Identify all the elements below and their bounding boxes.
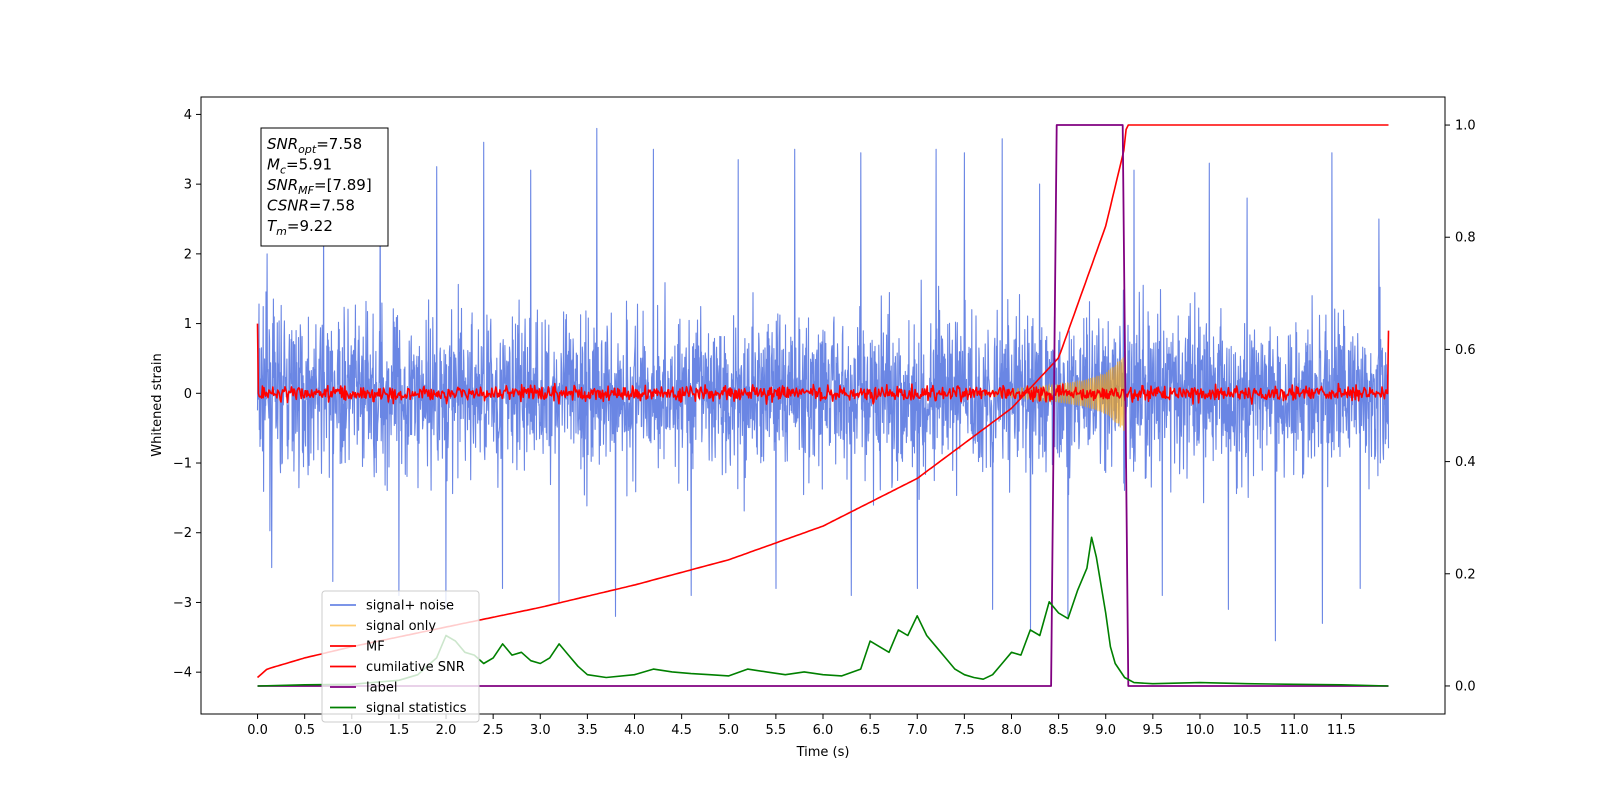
legend-label: signal only [366, 619, 436, 634]
y-tick-label: −3 [173, 596, 192, 611]
legend-label: cumilative SNR [366, 660, 465, 675]
info-line: CSNR=7.58 [267, 197, 355, 215]
x-tick-label: 9.5 [1143, 723, 1164, 738]
x-tick-label: 9.0 [1095, 723, 1116, 738]
x-tick-label: 0.0 [247, 723, 268, 738]
y-tick-label: 4 [184, 108, 192, 123]
x-tick-label: 2.5 [483, 723, 504, 738]
x-tick-label: 4.0 [624, 723, 645, 738]
info-line: SNRMF=[7.89] [267, 176, 372, 197]
y2-tick-label: 0.6 [1455, 343, 1476, 358]
x-tick-label: 11.5 [1327, 723, 1356, 738]
x-tick-label: 6.5 [860, 723, 881, 738]
legend-label: signal+ noise [366, 599, 454, 614]
y-tick-label: −1 [173, 457, 192, 472]
legend-label: MF [366, 640, 385, 655]
y-tick-label: 2 [184, 247, 192, 262]
y2-tick-label: 0.2 [1455, 567, 1476, 582]
y2-tick-label: 0.8 [1455, 231, 1476, 246]
x-tick-label: 8.0 [1001, 723, 1022, 738]
x-tick-label: 1.0 [341, 723, 362, 738]
y-axis-label: Whitened strain [150, 353, 165, 456]
x-tick-label: 10.5 [1233, 723, 1262, 738]
y2-tick-label: 0.0 [1455, 679, 1476, 694]
signal-noise-line [256, 127, 1390, 642]
legend-label: label [366, 681, 397, 696]
y2-tick-label: 0.4 [1455, 455, 1476, 470]
info-line: Tm=9.22 [267, 217, 333, 238]
y-tick-label: 3 [184, 178, 192, 193]
x-tick-label: 3.0 [530, 723, 551, 738]
x-tick-label: 1.5 [389, 723, 410, 738]
x-tick-label: 7.5 [954, 723, 975, 738]
y-tick-label: 1 [184, 317, 192, 332]
x-tick-label: 3.5 [577, 723, 598, 738]
x-tick-label: 5.0 [718, 723, 739, 738]
x-tick-label: 6.0 [813, 723, 834, 738]
info-box [260, 127, 389, 247]
y-tick-label: 0 [184, 387, 192, 402]
y-tick-label: −4 [173, 666, 192, 681]
info-line: SNRopt=7.58 [267, 135, 362, 156]
x-axis-label: Time (s) [796, 745, 850, 760]
y-tick-label: −2 [173, 526, 192, 541]
x-tick-label: 2.0 [436, 723, 457, 738]
x-tick-label: 11.0 [1280, 723, 1309, 738]
x-tick-label: 4.5 [671, 723, 692, 738]
label-line [257, 124, 1389, 687]
x-tick-label: 5.5 [766, 723, 787, 738]
legend [321, 590, 480, 723]
x-tick-label: 8.5 [1048, 723, 1069, 738]
x-tick-label: 7.0 [907, 723, 928, 738]
signal-statistics-line [257, 536, 1389, 687]
legend-label: signal statistics [366, 701, 467, 716]
mf-line [256, 323, 1390, 405]
x-tick-label: 0.5 [294, 723, 315, 738]
info-line: Mc=5.91 [267, 156, 332, 177]
x-tick-label: 10.0 [1185, 723, 1214, 738]
y2-tick-label: 1.0 [1455, 119, 1476, 134]
